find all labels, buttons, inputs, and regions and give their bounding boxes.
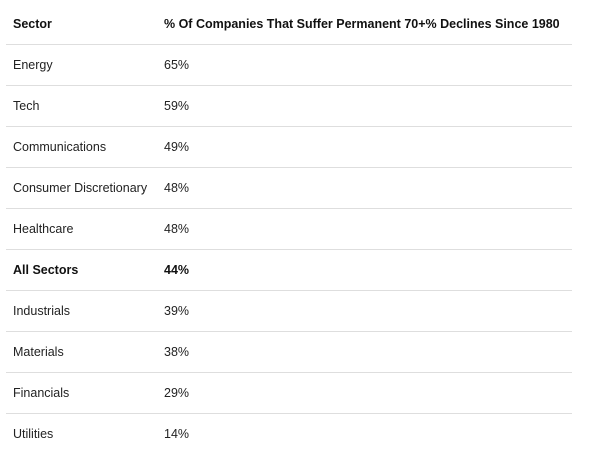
table-row: Consumer Discretionary 48% <box>6 167 572 209</box>
sector-cell: Healthcare <box>6 208 157 250</box>
table-row: Industrials 39% <box>6 290 572 332</box>
percent-cell: 48% <box>157 208 572 250</box>
sector-cell: Consumer Discretionary <box>6 167 157 209</box>
table-row: Materials 38% <box>6 331 572 373</box>
percent-cell: 65% <box>157 44 572 86</box>
table-row: Utilities 14% <box>6 414 572 455</box>
table-row: Healthcare 48% <box>6 208 572 250</box>
percent-cell: 38% <box>157 331 572 373</box>
percent-cell: 44% <box>157 249 572 291</box>
percent-cell: 59% <box>157 85 572 127</box>
table-body: Energy 65% Tech 59% Communications 49% C… <box>6 44 572 455</box>
percent-cell: 48% <box>157 167 572 209</box>
table-row: Communications 49% <box>6 126 572 168</box>
table-row: Financials 29% <box>6 372 572 414</box>
percent-cell: 14% <box>164 427 190 441</box>
table-header-row: Sector % Of Companies That Suffer Perman… <box>6 4 572 45</box>
percent-cell: 49% <box>157 126 572 168</box>
percent-cell: 39% <box>157 290 572 332</box>
table-row: Tech 59% <box>6 85 572 127</box>
sector-cell: Energy <box>6 44 157 86</box>
sector-cell: Tech <box>6 85 157 127</box>
percent-cell: 29% <box>157 372 572 414</box>
column-header-percent: % Of Companies That Suffer Permanent 70+… <box>157 4 572 45</box>
column-header-sector: Sector <box>6 4 157 45</box>
table-row: Energy 65% <box>6 44 572 86</box>
sector-cell: All Sectors <box>6 249 157 291</box>
sector-cell: Communications <box>6 126 157 168</box>
sector-cell: Financials <box>6 372 157 414</box>
sector-cell: Utilities <box>13 427 54 441</box>
table-row-all-sectors: All Sectors 44% <box>6 249 572 291</box>
sector-cell: Industrials <box>6 290 157 332</box>
sector-cell: Materials <box>6 331 157 373</box>
sector-decline-table: Sector % Of Companies That Suffer Perman… <box>6 4 572 454</box>
